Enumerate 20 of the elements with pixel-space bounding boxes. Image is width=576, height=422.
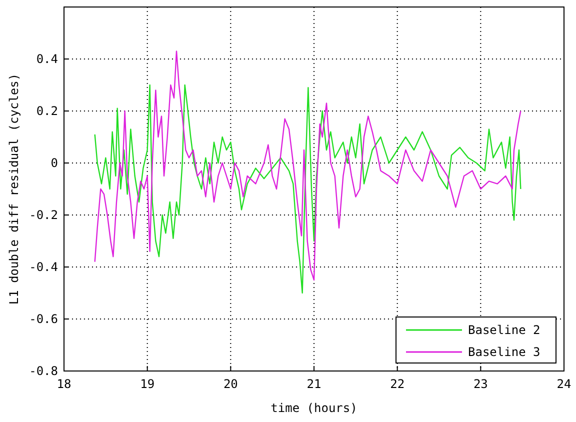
y-tick-label: 0.2 bbox=[36, 104, 58, 118]
x-tick-label: 20 bbox=[223, 377, 238, 391]
x-tick-label: 22 bbox=[390, 377, 405, 391]
y-tick-label: -0.6 bbox=[29, 312, 58, 326]
y-tick-label: -0.2 bbox=[29, 208, 58, 222]
x-axis-title: time (hours) bbox=[270, 401, 358, 415]
y-tick-label: -0.8 bbox=[29, 364, 58, 378]
x-tick-label: 24 bbox=[556, 377, 572, 391]
x-tick-label: 19 bbox=[140, 377, 155, 391]
y-axis-title: L1 double diff residual (cycles) bbox=[7, 73, 21, 305]
line-series bbox=[94, 84, 522, 294]
x-tick-label: 18 bbox=[56, 377, 72, 391]
x-tick-label: 21 bbox=[306, 377, 322, 391]
y-tick-label: 0 bbox=[50, 156, 58, 170]
legend-label: Baseline 3 bbox=[468, 345, 540, 359]
y-tick-label: -0.4 bbox=[29, 260, 58, 274]
y-tick-label: 0.4 bbox=[36, 52, 58, 66]
x-tick-label: 23 bbox=[473, 377, 488, 391]
line-series bbox=[94, 50, 522, 281]
legend-label: Baseline 2 bbox=[468, 323, 540, 337]
